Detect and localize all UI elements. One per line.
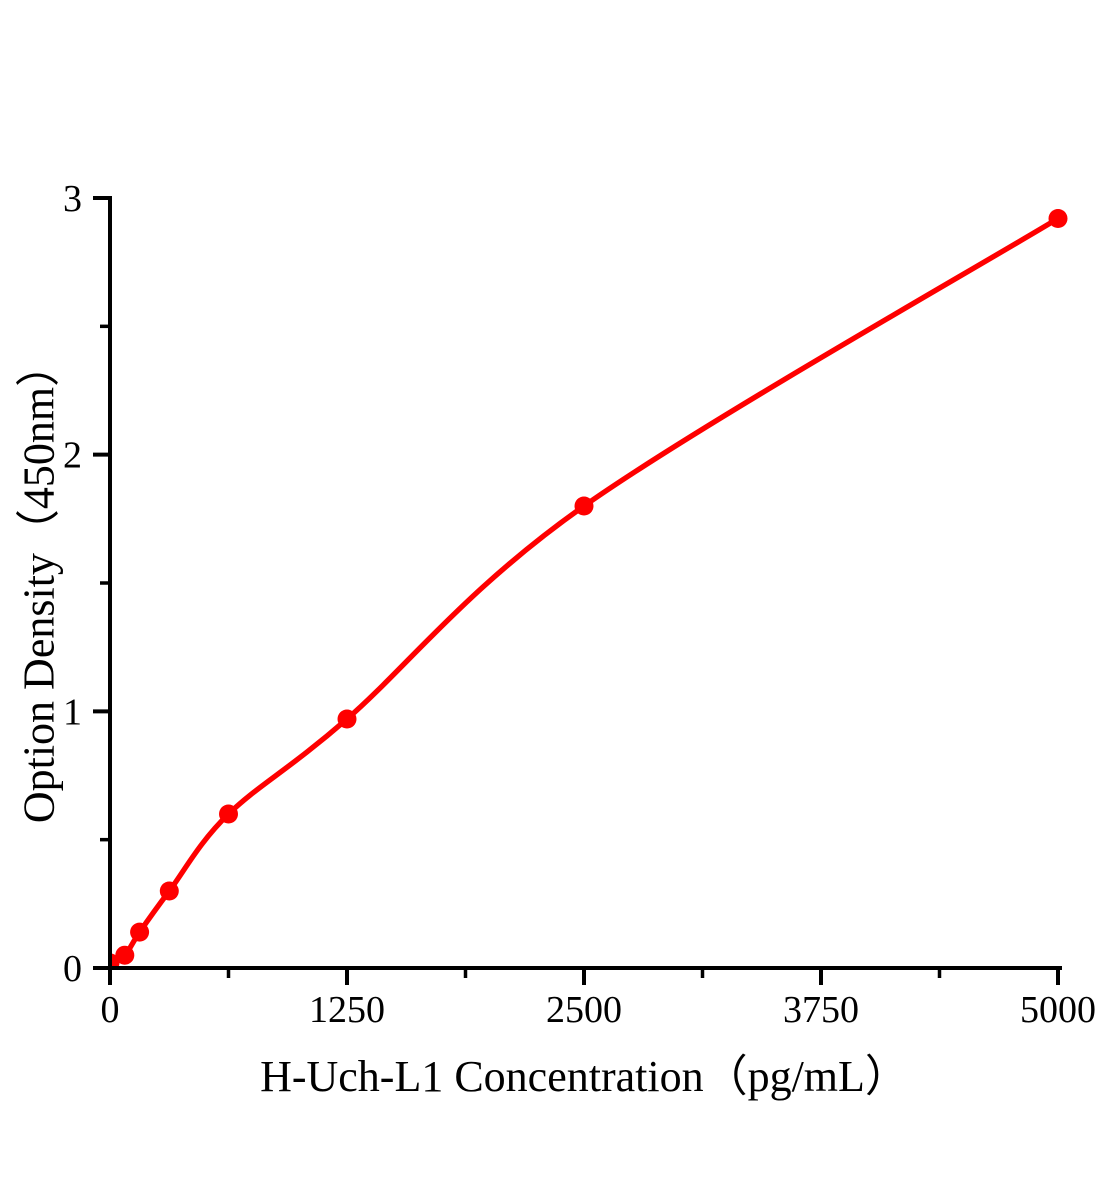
y-tick-label: 2	[63, 435, 82, 477]
x-tick-label: 3750	[783, 989, 859, 1031]
series-group	[110, 209, 1068, 968]
x-axis-title: H-Uch-L1 Concentration（pg/mL）	[260, 1052, 909, 1101]
data-point-marker	[1048, 209, 1068, 228]
y-tick-label: 0	[63, 948, 82, 990]
x-tick-label: 0	[101, 989, 120, 1031]
data-point-marker	[159, 881, 179, 901]
y-axis-title: Option Density（450nm）	[14, 342, 64, 824]
x-tick-label: 1250	[309, 989, 385, 1031]
y-tick-label: 3	[63, 178, 82, 220]
data-point-marker	[337, 709, 357, 729]
data-point-marker	[574, 496, 594, 516]
data-point-marker	[219, 804, 238, 824]
x-tick-label: 5000	[1020, 989, 1096, 1031]
x-tick-label: 2500	[546, 989, 622, 1031]
standard-curve-line	[110, 215, 1061, 966]
y-tick-label: 1	[63, 691, 82, 733]
data-point-marker	[130, 922, 150, 942]
data-point-marker	[115, 945, 135, 965]
